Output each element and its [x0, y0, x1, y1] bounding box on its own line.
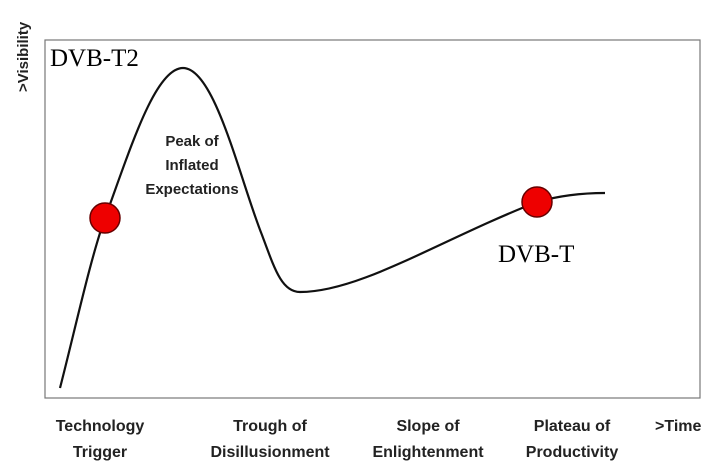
marker-label: DVB-T2 — [50, 45, 139, 72]
marker-dot — [89, 202, 121, 234]
marker-label: DVB-T — [498, 241, 574, 268]
phase-label: Trough of — [233, 418, 307, 435]
peak-label: Peak of Inflated Expectations — [145, 133, 238, 198]
peak-label-line: Expectations — [145, 181, 238, 198]
phase-label: Enlightenment — [372, 444, 484, 461]
phase-label: Plateau of — [534, 418, 611, 435]
phase-label: Technology — [56, 418, 145, 435]
phase-label: Trigger — [73, 444, 127, 461]
phase-labels: Technology Trigger Trough of Disillusionmen… — [56, 418, 619, 461]
hype-curve — [58, 66, 606, 389]
y-axis-label: >Visibility — [15, 21, 32, 92]
phase-label: Productivity — [526, 444, 619, 461]
peak-label-line: Inflated — [165, 157, 218, 174]
marker-dot — [521, 186, 553, 218]
frame — [44, 39, 701, 399]
phase-label: Slope of — [396, 418, 460, 435]
phase-label: Disillusionment — [210, 444, 330, 461]
peak-label-line: Peak of — [165, 133, 219, 150]
x-axis-label: >Time — [655, 418, 702, 435]
